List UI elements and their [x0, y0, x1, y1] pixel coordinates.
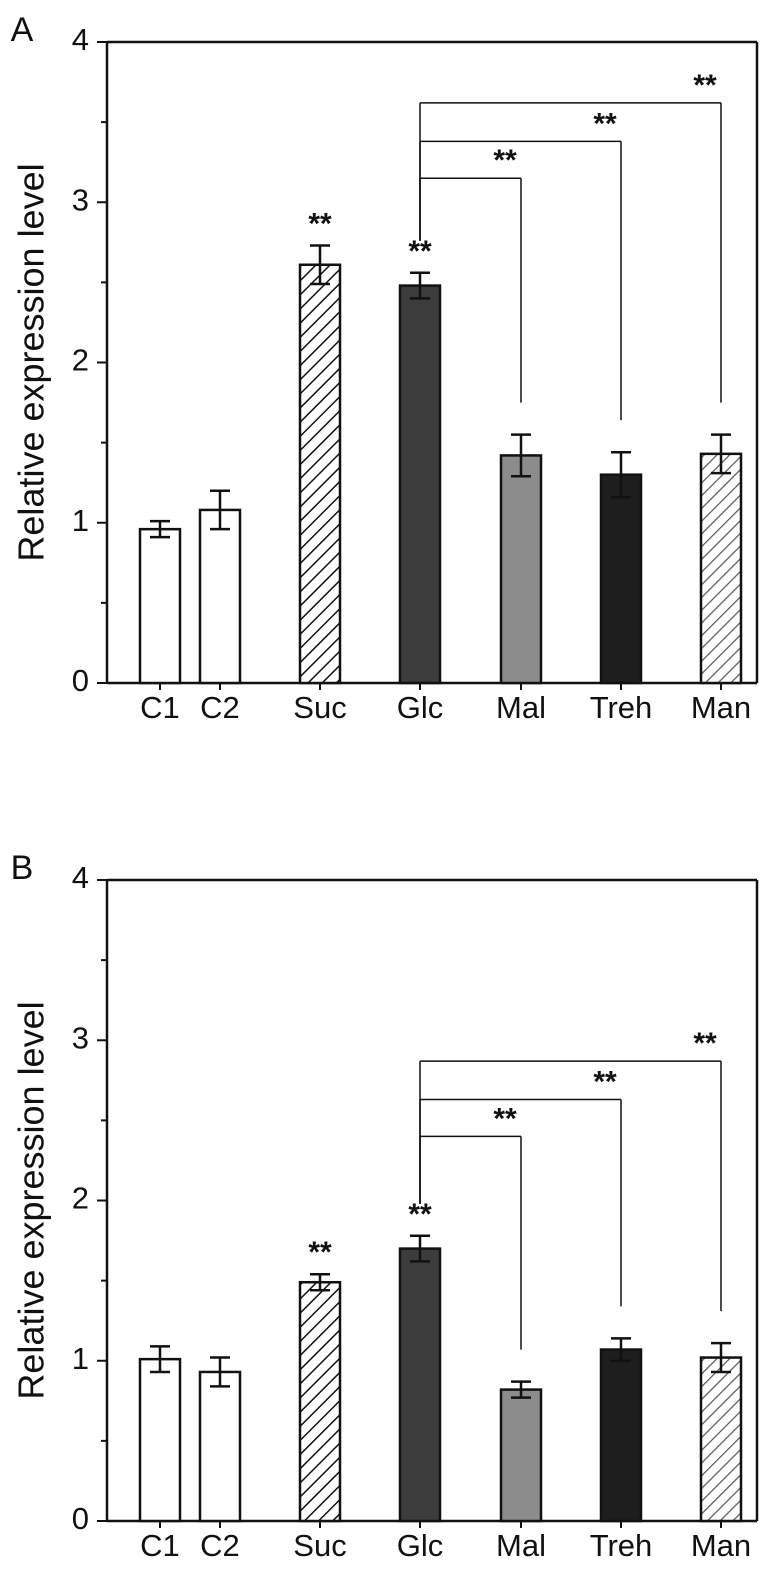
y-tick-label: 0 — [72, 663, 89, 698]
y-tick-label: 1 — [72, 1341, 89, 1376]
comparison-stars: ** — [693, 69, 717, 102]
x-tick-label: C1 — [140, 1528, 180, 1563]
bar-c1 — [138, 1357, 182, 1523]
y-tick-label: 2 — [72, 1181, 89, 1216]
comparison-stars: ** — [593, 107, 617, 140]
y-tick-label: 3 — [72, 182, 89, 217]
significance-stars: ** — [408, 1198, 432, 1231]
y-tick-label: 1 — [72, 503, 89, 538]
comparison-stars: ** — [493, 1102, 517, 1135]
bar-treh — [599, 473, 643, 685]
comparison-stars: ** — [593, 1066, 617, 1099]
comparison-stars: ** — [493, 144, 517, 177]
x-tick-label: Suc — [293, 690, 346, 725]
bar-suc — [298, 1280, 342, 1523]
x-tick-label: Suc — [293, 1528, 346, 1563]
bar-glc — [398, 1247, 442, 1523]
chart-panel-a: A 0 1 2 3 4 Relative expression level C1 C2 Suc Gl… — [11, 11, 759, 725]
bar-man — [699, 1356, 743, 1523]
bar-c1 — [138, 527, 182, 685]
x-tick-label: C2 — [200, 690, 240, 725]
y-axis-title: Relative expression level — [11, 1001, 52, 1399]
panel-label: A — [11, 11, 34, 49]
x-tick-label: Man — [691, 1528, 751, 1563]
x-tick-label: Mal — [496, 690, 546, 725]
significance-stars: ** — [308, 1236, 332, 1269]
x-tick-label: Man — [691, 690, 751, 725]
bar-treh — [599, 1348, 643, 1523]
bar-suc — [298, 263, 342, 685]
panel-label: B — [11, 849, 34, 887]
x-tick-label: Treh — [590, 690, 653, 725]
chart-panel-b: B 0 1 2 3 4 Relative expression level C1 C2 Suc Gl… — [11, 849, 759, 1563]
y-axis-title: Relative expression level — [11, 163, 52, 561]
y-tick-label: 2 — [72, 343, 89, 378]
bar-mal — [499, 454, 543, 685]
x-tick-label: Glc — [397, 690, 444, 725]
bar-man — [699, 452, 743, 685]
x-tick-label: Glc — [397, 1528, 444, 1563]
bar-c2 — [198, 1370, 242, 1523]
bar-glc — [398, 284, 442, 685]
comparison-stars: ** — [693, 1027, 717, 1060]
bar-c2 — [198, 508, 242, 685]
y-tick-label: 4 — [72, 22, 89, 57]
significance-stars: ** — [308, 208, 332, 241]
bar-mal — [499, 1388, 543, 1523]
x-tick-label: Mal — [496, 1528, 546, 1563]
x-tick-label: C1 — [140, 690, 180, 725]
y-tick-label: 0 — [72, 1501, 89, 1536]
x-tick-label: Treh — [590, 1528, 653, 1563]
x-tick-label: C2 — [200, 1528, 240, 1563]
y-tick-label: 4 — [72, 860, 89, 895]
y-tick-label: 3 — [72, 1020, 89, 1055]
significance-stars: ** — [408, 235, 432, 268]
